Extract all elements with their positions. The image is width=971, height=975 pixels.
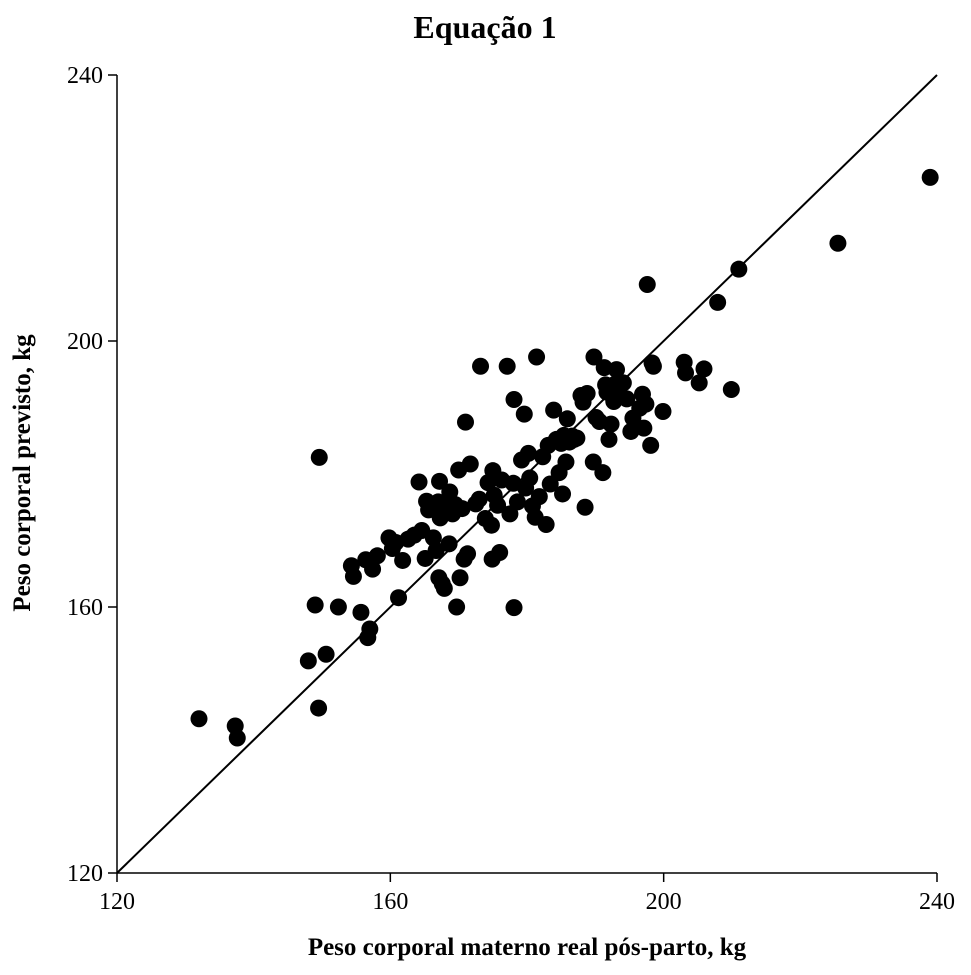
x-tick-label: 160	[372, 889, 408, 915]
data-point	[515, 405, 533, 423]
data-point	[519, 444, 537, 462]
data-point	[690, 374, 708, 392]
data-point	[576, 498, 594, 516]
y-tick-label: 200	[67, 329, 103, 355]
data-point	[554, 485, 572, 503]
data-point	[568, 429, 586, 447]
data-points	[190, 168, 939, 747]
data-point	[482, 516, 500, 534]
data-point	[558, 410, 576, 428]
data-point	[528, 348, 546, 366]
y-tick-label: 240	[67, 63, 103, 89]
data-point	[505, 599, 523, 617]
data-point	[608, 361, 626, 379]
data-point	[654, 402, 672, 420]
y-tick-label: 160	[67, 595, 103, 621]
data-point	[394, 551, 412, 569]
data-point	[644, 357, 662, 375]
data-point	[410, 473, 428, 491]
data-point	[435, 579, 453, 597]
data-point	[310, 448, 328, 466]
data-point	[585, 348, 603, 366]
data-point	[344, 567, 362, 585]
y-tick-label: 120	[67, 861, 103, 887]
data-point	[491, 543, 509, 561]
data-point	[508, 493, 526, 511]
data-point	[642, 436, 660, 454]
data-point	[459, 545, 477, 563]
chart-title: Equação 1	[413, 9, 556, 45]
data-point	[190, 710, 208, 728]
data-point	[635, 419, 653, 437]
data-point	[578, 385, 596, 403]
y-axis-label: Peso corporal previsto, kg	[9, 334, 36, 612]
data-point	[461, 455, 479, 473]
data-point	[545, 401, 563, 419]
data-point	[730, 260, 748, 278]
data-point	[521, 469, 539, 487]
data-point	[614, 374, 632, 392]
x-axis-label: Peso corporal materno real pós-parto, kg	[308, 934, 747, 961]
data-point	[498, 357, 516, 375]
data-point	[352, 603, 370, 621]
x-tick-label: 240	[919, 889, 955, 915]
data-point	[695, 360, 713, 378]
data-point	[472, 357, 490, 375]
data-point	[557, 453, 575, 471]
data-point	[537, 516, 555, 534]
data-point	[390, 589, 408, 607]
data-point	[457, 413, 474, 431]
data-point	[530, 488, 548, 506]
axes	[116, 75, 937, 874]
data-point	[709, 293, 727, 311]
data-point	[677, 364, 695, 382]
data-point	[722, 381, 740, 399]
data-point	[921, 168, 939, 186]
data-point	[306, 596, 324, 614]
data-point	[489, 496, 507, 514]
data-point	[637, 395, 655, 413]
data-point	[618, 390, 636, 408]
data-point	[440, 535, 458, 553]
data-point	[505, 391, 523, 409]
data-point	[427, 541, 445, 559]
data-point	[829, 234, 847, 252]
data-point	[368, 547, 386, 565]
data-point	[310, 699, 328, 717]
data-point	[364, 560, 382, 578]
data-point	[638, 275, 656, 293]
x-tick-label: 120	[99, 889, 135, 915]
data-point	[448, 598, 466, 616]
data-point	[228, 729, 246, 747]
data-point	[600, 430, 618, 448]
data-point	[329, 598, 347, 616]
data-point	[431, 472, 449, 490]
ticks: 120 160 200 240 120 160 200 240	[67, 63, 955, 915]
data-point	[424, 529, 442, 547]
data-point	[299, 652, 317, 670]
data-point	[361, 620, 379, 638]
data-point	[451, 569, 469, 587]
data-point	[317, 645, 335, 663]
data-point	[602, 415, 620, 433]
data-point	[470, 490, 488, 508]
x-tick-label: 200	[646, 889, 682, 915]
data-point	[453, 500, 471, 518]
data-point	[594, 464, 612, 482]
